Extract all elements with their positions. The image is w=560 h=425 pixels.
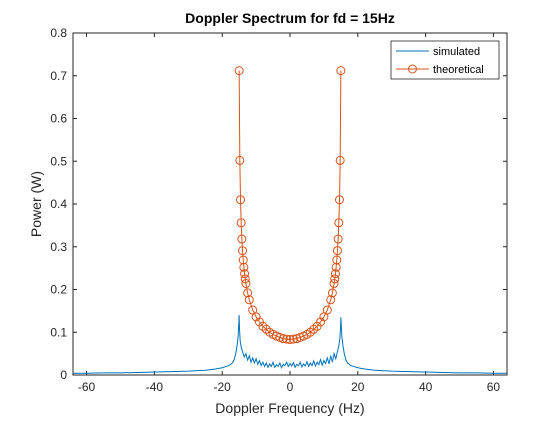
y-tick-label: 0.1: [50, 325, 67, 339]
legend-label-simulated: simulated: [433, 46, 480, 58]
x-axis-label: Doppler Frequency (Hz): [215, 400, 364, 416]
y-tick-label: 0.4: [50, 197, 67, 211]
y-tick-label: 0.2: [50, 283, 67, 297]
x-tick-label: -40: [146, 380, 164, 394]
y-tick-label: 0.6: [50, 112, 67, 126]
legend-label-theoretical: theoretical: [433, 64, 484, 76]
y-tick-label: 0.3: [50, 240, 67, 254]
chart-title: Doppler Spectrum for fd = 15Hz: [185, 10, 395, 26]
legend: simulated theoretical: [391, 41, 499, 79]
y-tick-label: 0: [60, 368, 67, 382]
x-tick-label: -60: [78, 380, 96, 394]
y-tick-label: 0.8: [50, 26, 67, 40]
y-tick-label: 0.5: [50, 154, 67, 168]
x-tick-label: 40: [419, 380, 433, 394]
y-tick-label: 0.7: [50, 69, 67, 83]
x-tick-label: 20: [351, 380, 365, 394]
x-tick-label: 60: [487, 380, 501, 394]
plot-area: [73, 33, 507, 375]
y-axis-label: Power (W): [28, 171, 44, 237]
x-tick-label: 0: [287, 380, 294, 394]
x-tick-label: -20: [214, 380, 232, 394]
